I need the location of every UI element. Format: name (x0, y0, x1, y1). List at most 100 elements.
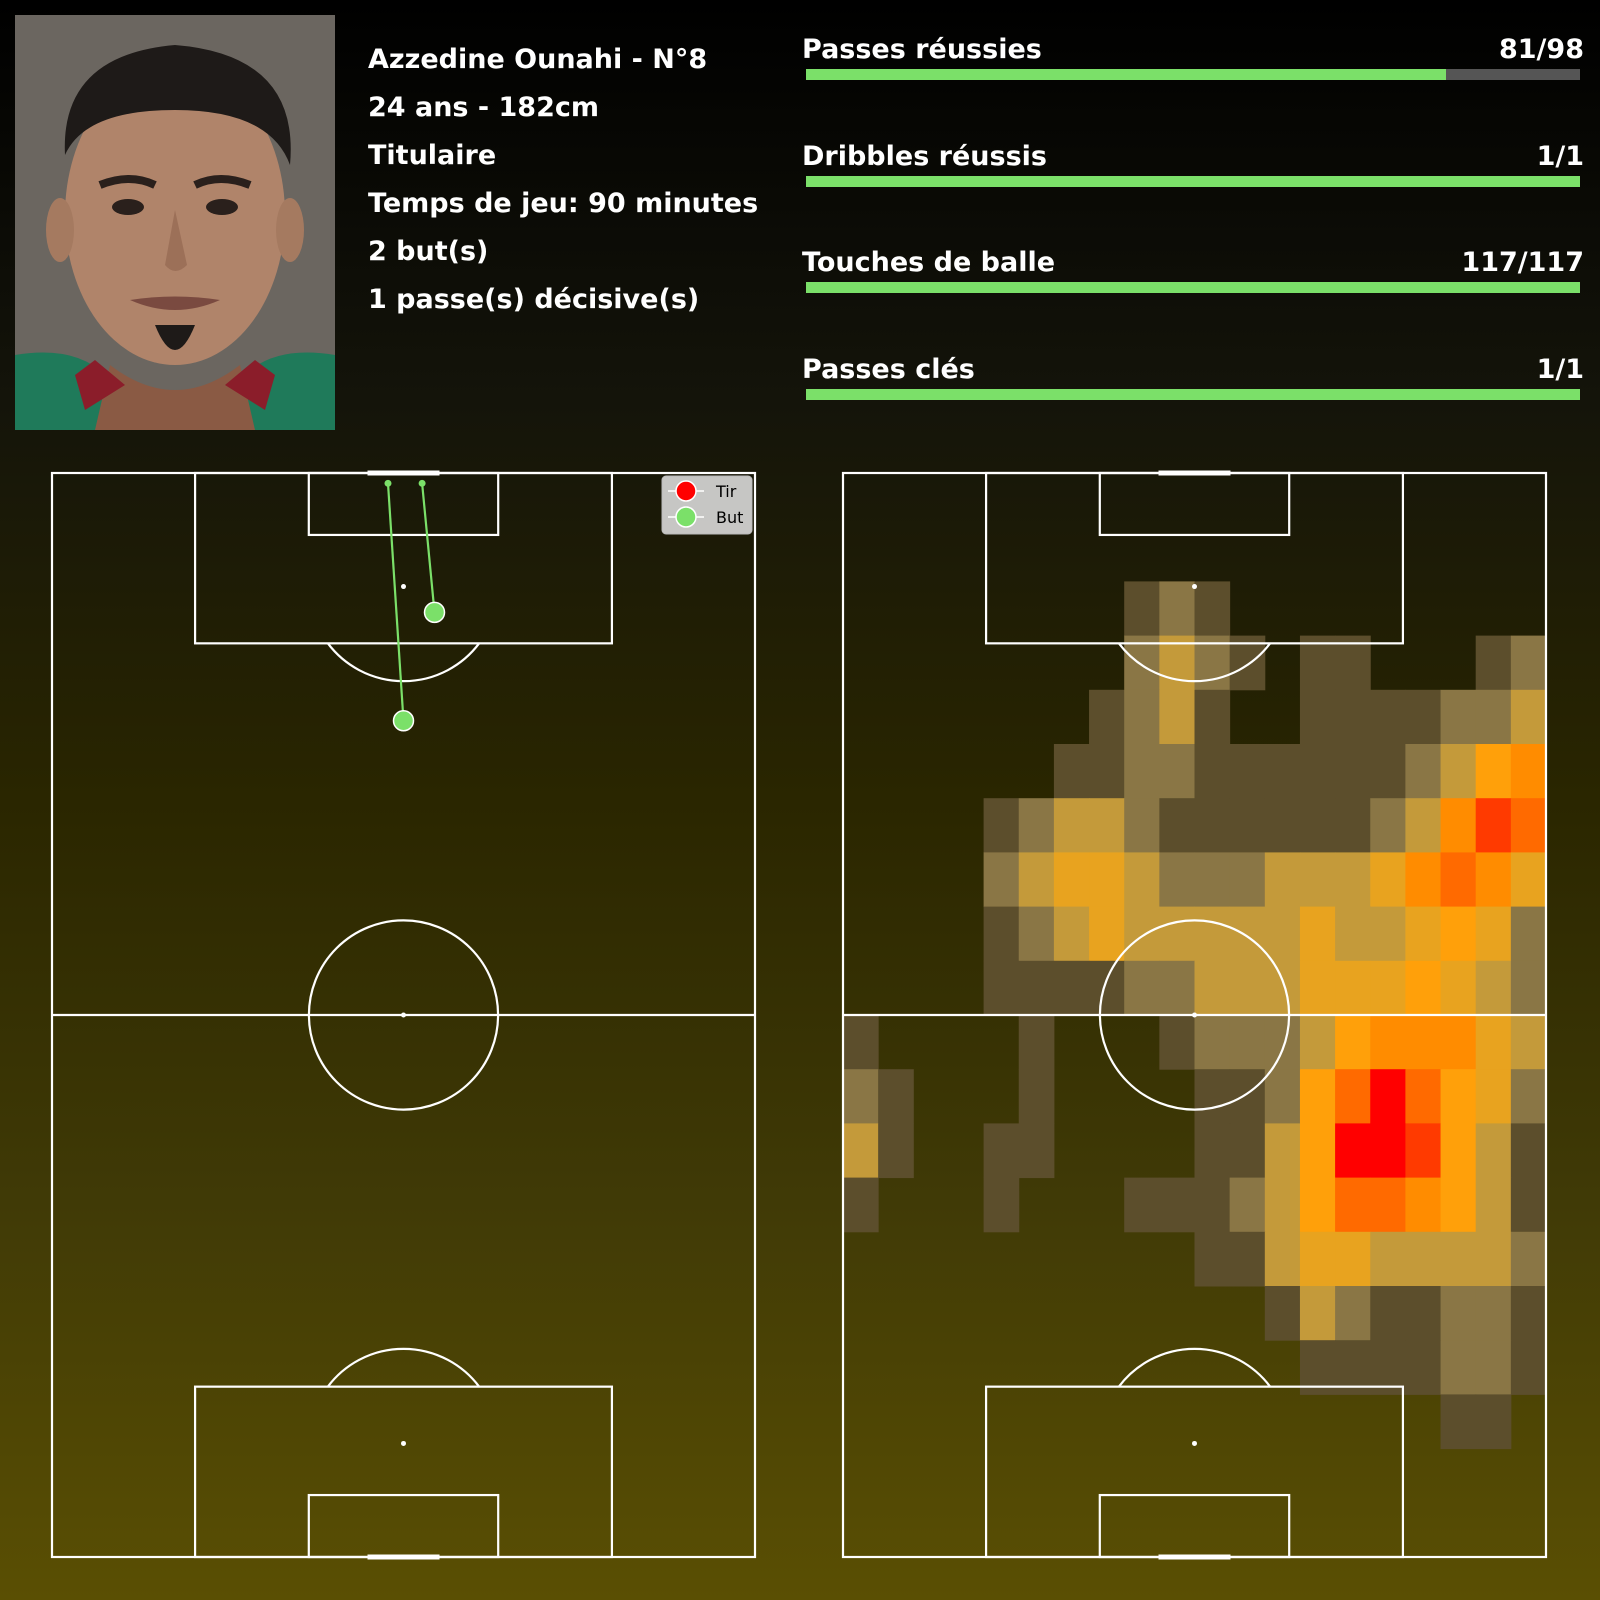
heatmap-cell (1405, 1069, 1442, 1124)
heatmap-cell (1510, 635, 1547, 691)
heatmap-cell (1229, 960, 1266, 1016)
heatmap-cell (1370, 1069, 1406, 1124)
heatmap-cell (1510, 1123, 1547, 1179)
heatmap-cell (1159, 798, 1195, 853)
heatmap-cell (1018, 798, 1055, 853)
legend-marker-tir (675, 480, 697, 502)
shot-marker (392, 710, 415, 732)
heatmap-cell (1124, 906, 1160, 962)
heatmap-cell (1405, 1177, 1442, 1233)
heatmap-cell (1510, 1340, 1547, 1395)
heatmap-cell (1440, 1394, 1477, 1450)
heatmap-cell (1335, 798, 1371, 853)
heatmap-cell (1229, 798, 1266, 853)
heatmap-cell (1370, 1123, 1406, 1179)
heatmap-cell (1510, 852, 1547, 908)
heatmap-cell (1475, 1069, 1512, 1124)
heatmap-cell (1440, 1286, 1477, 1341)
heatmap-cell (1510, 744, 1547, 799)
heatmap-cell (1229, 1069, 1266, 1124)
legend-marker-but (675, 506, 697, 528)
heatmap-cell (1299, 1123, 1336, 1179)
stat-bar-track (806, 176, 1580, 187)
heatmap-cell (1264, 1069, 1301, 1124)
heatmap-cell (1229, 1231, 1266, 1287)
heatmap-cell (1194, 1123, 1231, 1179)
heatmap-cell (1440, 1015, 1477, 1070)
heatmap-cell (1194, 1177, 1231, 1233)
heatmap-cell (1510, 960, 1547, 1016)
heatmap-cell (983, 798, 1020, 853)
heatmap-cell (1440, 1340, 1477, 1395)
penalty-spot-bottom (401, 1440, 406, 1446)
heatmap-cell (1405, 1015, 1442, 1070)
heatmap-cell (1440, 1231, 1477, 1287)
heatmap-cell (1440, 1177, 1477, 1233)
heatmap-cell (1299, 960, 1336, 1016)
legend-label-but: But (716, 508, 743, 527)
heatmap-cell (1510, 1286, 1547, 1341)
stat-label: Touches de balle (802, 247, 1056, 278)
heatmap-cell (1440, 744, 1477, 799)
heatmap-cell (1053, 852, 1090, 908)
stat-value: 1/1 (1536, 141, 1584, 172)
heatmap-cell (1229, 852, 1266, 908)
heatmap-cell (983, 852, 1020, 908)
shot-legend: Tir But (661, 475, 753, 535)
heatmap-cell (1440, 906, 1477, 962)
player-photo (15, 15, 335, 430)
stat-bar-track (806, 282, 1580, 293)
heatmap-cell (1299, 635, 1336, 691)
penalty-arc-bottom (1117, 1347, 1272, 1388)
heatmap-cell (1370, 960, 1406, 1016)
heatmap-cell (1018, 1015, 1055, 1070)
heatmap-cell (1159, 744, 1195, 799)
heatmap-cell (1370, 744, 1406, 799)
heatmap-cell (1475, 635, 1512, 691)
heatmap-cell (1124, 581, 1160, 637)
penalty-spot-bottom (1192, 1440, 1197, 1446)
heatmap-cell (1229, 906, 1266, 962)
heatmap-cell (1370, 1177, 1406, 1233)
heatmap-cell (1440, 798, 1477, 853)
heatmap-cell (1229, 1015, 1266, 1070)
heatmap-cell (1475, 1015, 1512, 1070)
heatmap-cell (1018, 1123, 1055, 1179)
heatmap-cell (1335, 906, 1371, 962)
heatmap-cell (843, 1069, 879, 1124)
heatmap-cell (1510, 1069, 1547, 1124)
heatmap-cell (1299, 852, 1336, 908)
heatmap-cell (1194, 906, 1231, 962)
goal-box-bottom (1098, 1493, 1291, 1559)
center-circle (307, 919, 500, 1111)
heatmap-cell (1089, 689, 1125, 745)
heatmap-cell (1335, 1123, 1371, 1179)
penalty-arc-bottom (326, 1347, 481, 1388)
heatmap-cell (1405, 1123, 1442, 1179)
heatmap-cell (878, 1123, 914, 1179)
heatmap-cell (1053, 798, 1090, 853)
heatmap-cell (1264, 852, 1301, 908)
heatmap-cell (1264, 744, 1301, 799)
heatmap-cell (1370, 1286, 1406, 1341)
heatmap-cell (1405, 689, 1442, 745)
heatmap-cell (1194, 1069, 1231, 1124)
heatmap-cell (1053, 960, 1090, 1016)
heatmap-cell (1299, 1015, 1336, 1070)
goal-box-top (1098, 471, 1291, 537)
stat-bar-fill (806, 389, 1580, 400)
heatmap-cell (1089, 798, 1125, 853)
heatmap-cell (1089, 906, 1125, 962)
heatmap-cell (1335, 689, 1371, 745)
heatmap-cell (1159, 960, 1195, 1016)
heatmap-cell (843, 1123, 879, 1179)
shots-layer (384, 479, 446, 732)
heatmap-cell (1440, 689, 1477, 745)
heatmap-cell (843, 1177, 879, 1233)
heatmap-cell (1475, 960, 1512, 1016)
heatmap-cell (1018, 852, 1055, 908)
heatmap-cell (1159, 581, 1195, 637)
heatmap-cell (1124, 798, 1160, 853)
heatmap-cell (1510, 1015, 1547, 1070)
heatmap-cell (983, 1123, 1020, 1179)
